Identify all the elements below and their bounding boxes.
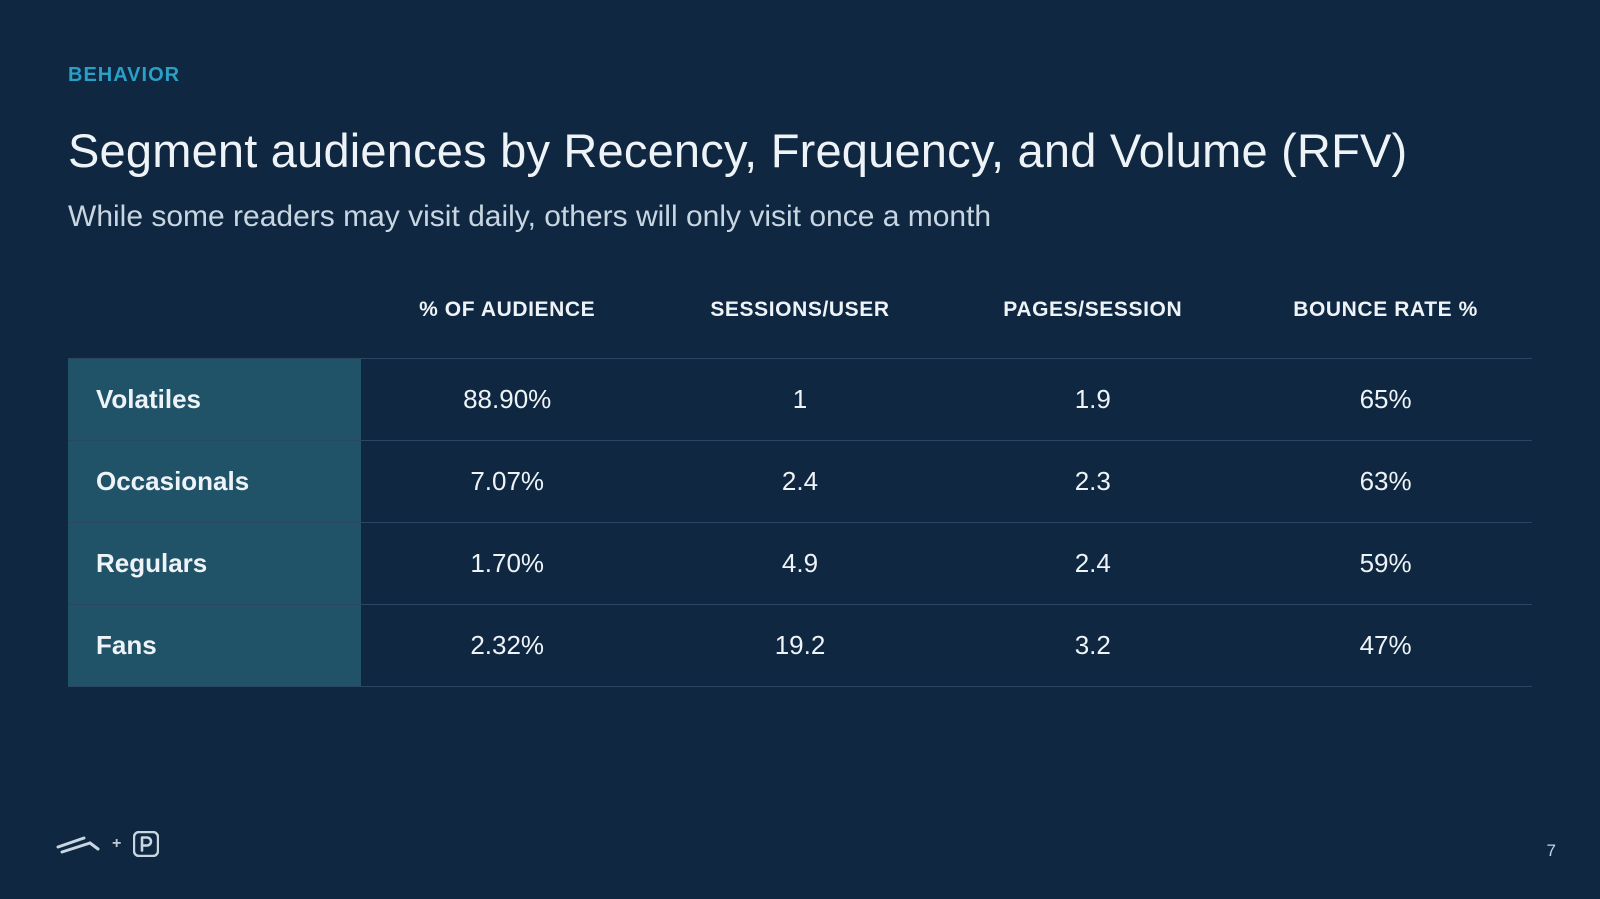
table-cell: 19.2 <box>654 604 947 686</box>
table-header-cell: PAGES/SESSION <box>946 294 1239 358</box>
table-cell: 2.3 <box>946 440 1239 522</box>
swoosh-logo-icon <box>56 833 100 855</box>
table-cell: 3.2 <box>946 604 1239 686</box>
table-cell: 47% <box>1239 604 1532 686</box>
table-cell: 1.9 <box>946 358 1239 440</box>
table-header-cell: SESSIONS/USER <box>654 294 947 358</box>
table-cell: 4.9 <box>654 522 947 604</box>
table-row: Regulars1.70%4.92.459% <box>68 522 1532 604</box>
footer-plus: + <box>112 835 121 853</box>
table-head: % OF AUDIENCESESSIONS/USERPAGES/SESSIONB… <box>68 294 1532 358</box>
rfv-table: % OF AUDIENCESESSIONS/USERPAGES/SESSIONB… <box>68 294 1532 687</box>
table-cell: 2.4 <box>654 440 947 522</box>
table-cell: 65% <box>1239 358 1532 440</box>
table-cell: 2.32% <box>361 604 654 686</box>
row-header-cell: Occasionals <box>68 440 361 522</box>
page-number: 7 <box>1547 841 1556 861</box>
table-cell: 2.4 <box>946 522 1239 604</box>
row-header-cell: Volatiles <box>68 358 361 440</box>
footer-logos: + <box>56 831 159 857</box>
slide-subtitle: While some readers may visit daily, othe… <box>68 200 1532 234</box>
slide: BEHAVIOR Segment audiences by Recency, F… <box>0 0 1600 899</box>
table-cell: 88.90% <box>361 358 654 440</box>
table-header-blank <box>68 294 361 358</box>
table-cell: 63% <box>1239 440 1532 522</box>
table-row: Volatiles88.90%11.965% <box>68 358 1532 440</box>
table-cell: 7.07% <box>361 440 654 522</box>
table-header-row: % OF AUDIENCESESSIONS/USERPAGES/SESSIONB… <box>68 294 1532 358</box>
table-body: Volatiles88.90%11.965%Occasionals7.07%2.… <box>68 358 1532 686</box>
slide-title: Segment audiences by Recency, Frequency,… <box>68 123 1532 178</box>
table-row: Occasionals7.07%2.42.363% <box>68 440 1532 522</box>
table-header-cell: BOUNCE RATE % <box>1239 294 1532 358</box>
table-cell: 59% <box>1239 522 1532 604</box>
table-row: Fans2.32%19.23.247% <box>68 604 1532 686</box>
table-cell: 1.70% <box>361 522 654 604</box>
row-header-cell: Fans <box>68 604 361 686</box>
table-header-cell: % OF AUDIENCE <box>361 294 654 358</box>
p-logo-icon <box>133 831 159 857</box>
eyebrow-label: BEHAVIOR <box>68 64 1532 87</box>
row-header-cell: Regulars <box>68 522 361 604</box>
table-cell: 1 <box>654 358 947 440</box>
